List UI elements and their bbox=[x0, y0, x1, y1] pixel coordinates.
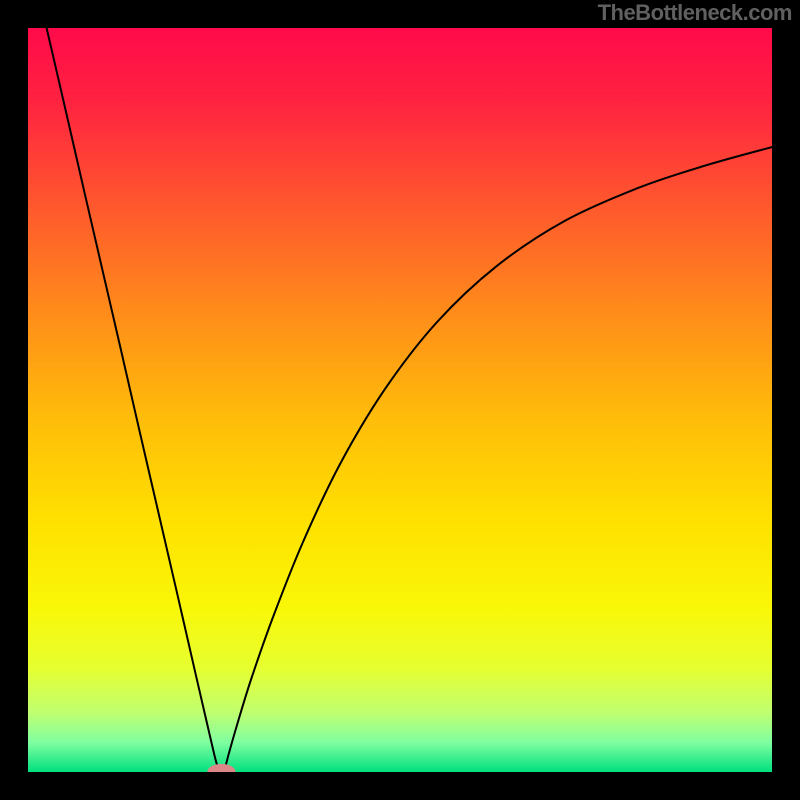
plot-area bbox=[28, 28, 772, 772]
chart-svg bbox=[28, 28, 772, 772]
watermark-text: TheBottleneck.com bbox=[598, 0, 792, 26]
chart-container: TheBottleneck.com bbox=[0, 0, 800, 800]
gradient-background bbox=[28, 28, 772, 772]
